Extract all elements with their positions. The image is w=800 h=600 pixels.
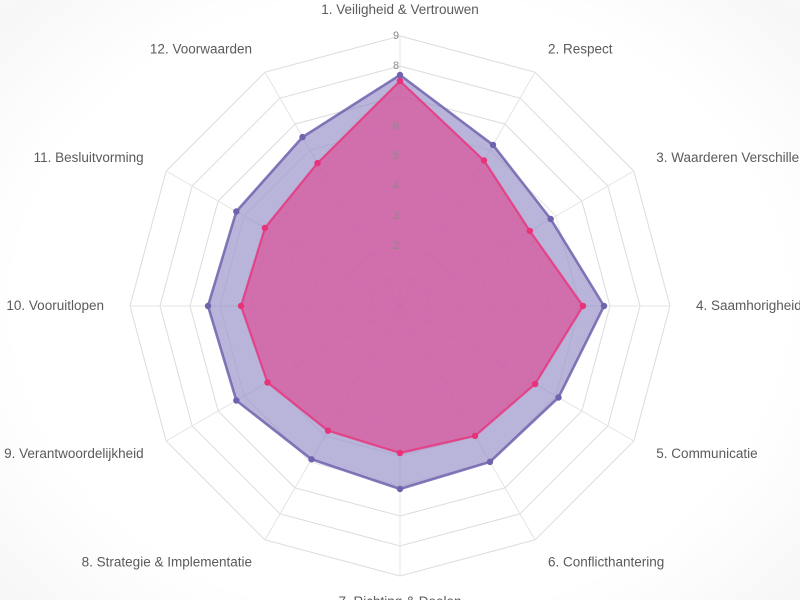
data-point[interactable] [579,302,587,310]
radial-tick-labels: 2 3 4 5 6 8 9 [393,30,399,252]
axis-label-4[interactable]: 4. Saamhorigheid & [696,298,800,313]
data-point[interactable] [471,432,479,440]
radial-tick-label: 4 [393,180,399,192]
data-point[interactable] [204,302,212,310]
radial-tick-label: 3 [393,210,399,222]
axis-label-3[interactable]: 3. Waarderen Verschillen [656,150,800,165]
axis-label-10[interactable]: 10. Vooruitlopen [6,298,104,313]
axis-label-6[interactable]: 6. Conflicthantering [548,554,664,569]
category-axis-labels: 1. Veiligheid & Vertrouwen 2. Respect 3. W… [4,2,800,600]
axis-label-11[interactable]: 11. Besluitvorming [34,150,144,165]
radial-tick-label: 6 [393,120,399,132]
radial-tick-label: 8 [393,60,399,72]
axis-label-9[interactable]: 9. Verantwoordelijkheid [4,446,144,461]
data-point[interactable] [261,224,269,232]
data-point[interactable] [299,133,306,141]
data-point[interactable] [308,456,315,463]
data-point[interactable] [324,427,332,434]
data-point[interactable] [526,227,534,235]
series-layer [204,71,608,493]
data-point[interactable] [600,302,608,310]
data-point[interactable] [486,458,494,466]
data-point[interactable] [555,394,562,401]
data-point[interactable] [396,485,404,493]
axis-label-1[interactable]: 1. Veiligheid & Vertrouwen [321,2,479,17]
data-point[interactable] [314,159,321,167]
data-point[interactable] [233,208,240,215]
axis-label-5[interactable]: 5. Communicatie [656,446,757,461]
data-point[interactable] [480,157,488,164]
data-point[interactable] [396,449,404,457]
radial-tick-label: 9 [393,30,399,42]
axis-label-7[interactable]: 7. Richting & Doelen [338,594,461,600]
data-point[interactable] [396,71,404,79]
axis-label-12[interactable]: 12. Voorwaarden [150,42,252,57]
radial-tick-label: 5 [393,150,399,162]
data-point[interactable] [396,77,404,85]
axis-label-8[interactable]: 8. Strategie & Implementatie [82,554,252,569]
data-point[interactable] [264,379,271,386]
data-point[interactable] [489,141,497,149]
data-point[interactable] [233,397,240,404]
data-point[interactable] [237,302,245,310]
data-point[interactable] [531,380,539,388]
axis-label-2[interactable]: 2. Respect [548,42,613,57]
radial-tick-label: 2 [393,240,399,252]
data-point[interactable] [547,215,554,223]
